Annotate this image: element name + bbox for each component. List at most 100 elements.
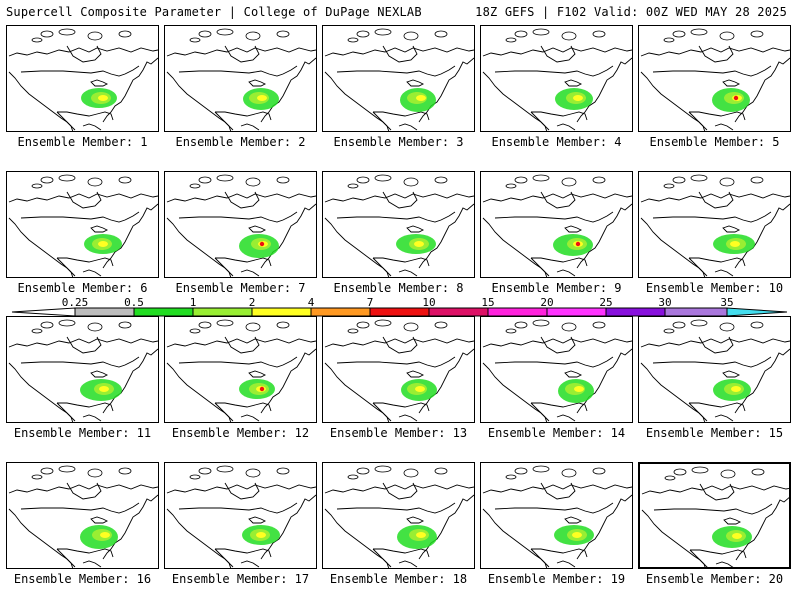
ensemble-map-panel[interactable] [480, 25, 633, 132]
ensemble-map-panel[interactable] [480, 316, 633, 423]
ensemble-map-panel[interactable] [638, 316, 791, 423]
island-outline [691, 466, 709, 474]
ensemble-member-label: Ensemble Member: 1 [17, 135, 148, 149]
island-outline [58, 465, 76, 473]
map-outline [324, 484, 474, 494]
legend-tick-label: 10 [422, 296, 435, 309]
island-outline [40, 176, 54, 184]
parameter-shading [259, 241, 265, 247]
ensemble-member-label: Ensemble Member: 5 [649, 135, 780, 149]
ensemble-member-label: Ensemble Member: 20 [645, 572, 784, 586]
map-outline [214, 111, 260, 131]
ensemble-map-panel[interactable] [638, 25, 791, 132]
ensemble-map-panel[interactable] [164, 171, 317, 278]
map-outline [689, 111, 746, 121]
north-america-map [640, 28, 790, 131]
legend-tick-label: 35 [720, 296, 733, 309]
island-outline [276, 176, 290, 184]
map-outline [20, 502, 140, 514]
map-outline [102, 57, 158, 123]
island-outline [347, 328, 359, 334]
island-outline [245, 468, 261, 478]
ensemble-map-panel[interactable] [638, 462, 791, 569]
island-outline [87, 177, 103, 187]
map-outline [734, 203, 790, 269]
ensemble-map-panel[interactable] [164, 316, 317, 423]
ensemble-map-panel[interactable] [164, 462, 317, 569]
ensemble-map-panel[interactable] [638, 171, 791, 278]
map-outline [482, 193, 632, 203]
island-outline [374, 174, 392, 182]
map-outline [214, 548, 260, 568]
parameter-shading [731, 386, 741, 392]
ensemble-member-label: Ensemble Member: 14 [487, 426, 626, 440]
ensemble-map-panel[interactable] [322, 462, 475, 569]
north-america-map [166, 28, 316, 131]
island-outline [750, 176, 764, 184]
ensemble-member-label: Ensemble Member: 3 [333, 135, 464, 149]
ensemble-map-panel[interactable] [480, 462, 633, 569]
map-outline [373, 111, 430, 121]
map-outline [688, 402, 734, 422]
legend-color-bin [546, 307, 607, 317]
ensemble-map-panel[interactable] [322, 171, 475, 278]
island-outline [592, 321, 606, 329]
north-america-map [166, 465, 316, 568]
map-outline [653, 503, 773, 515]
island-outline [347, 183, 359, 189]
ensemble-map-panel[interactable] [164, 25, 317, 132]
legend-right-arrow [726, 307, 788, 317]
ensemble-map-panel[interactable] [6, 462, 159, 569]
ensemble-map-panel[interactable] [6, 171, 159, 278]
island-outline [58, 174, 76, 182]
map-outline [8, 484, 158, 494]
map-outline [166, 193, 316, 203]
island-outline [216, 28, 234, 36]
island-outline [514, 321, 528, 329]
ensemble-map-panel[interactable] [6, 25, 159, 132]
island-outline [592, 30, 606, 38]
island-outline [31, 183, 43, 189]
north-america-map [8, 319, 158, 422]
island-outline [663, 328, 675, 334]
island-outline [719, 31, 735, 41]
map-outline [224, 336, 260, 354]
map-outline [178, 502, 298, 514]
map-outline [224, 45, 260, 63]
island-outline [561, 177, 577, 187]
parameter-shading [575, 241, 581, 247]
map-outline [652, 211, 772, 223]
ensemble-map-panel[interactable] [6, 316, 159, 423]
ensemble-map-panel[interactable] [480, 171, 633, 278]
ensemble-member-label: Ensemble Member: 7 [175, 281, 306, 295]
island-outline [403, 177, 419, 187]
map-outline [8, 508, 74, 568]
legend-tick-label: 0.25 [62, 296, 89, 309]
map-outline [166, 338, 316, 348]
island-outline [87, 31, 103, 41]
map-outline [102, 494, 158, 560]
ensemble-map-panel[interactable] [322, 316, 475, 423]
parameter-shading [574, 386, 584, 392]
island-outline [189, 474, 201, 480]
island-outline [198, 30, 212, 38]
ensemble-map-panel[interactable] [322, 25, 475, 132]
map-outline [260, 203, 316, 269]
map-outline [324, 217, 390, 277]
map-outline [640, 362, 706, 422]
map-outline [698, 336, 734, 354]
island-outline [434, 321, 448, 329]
parameter-shading [733, 95, 739, 101]
map-outline [336, 65, 456, 77]
island-outline [356, 176, 370, 184]
map-outline [564, 516, 583, 524]
map-outline [482, 484, 632, 494]
color-scale-legend: 0.25 0.5 1 2 4 7 10 15 20 25 30 35 [11, 296, 788, 317]
island-outline [434, 467, 448, 475]
map-outline [576, 348, 632, 414]
north-america-map [640, 174, 790, 277]
legend-color-bin [605, 307, 666, 317]
ensemble-member-label: Ensemble Member: 19 [487, 572, 626, 586]
map-outline [689, 549, 734, 567]
map-outline [640, 193, 790, 203]
